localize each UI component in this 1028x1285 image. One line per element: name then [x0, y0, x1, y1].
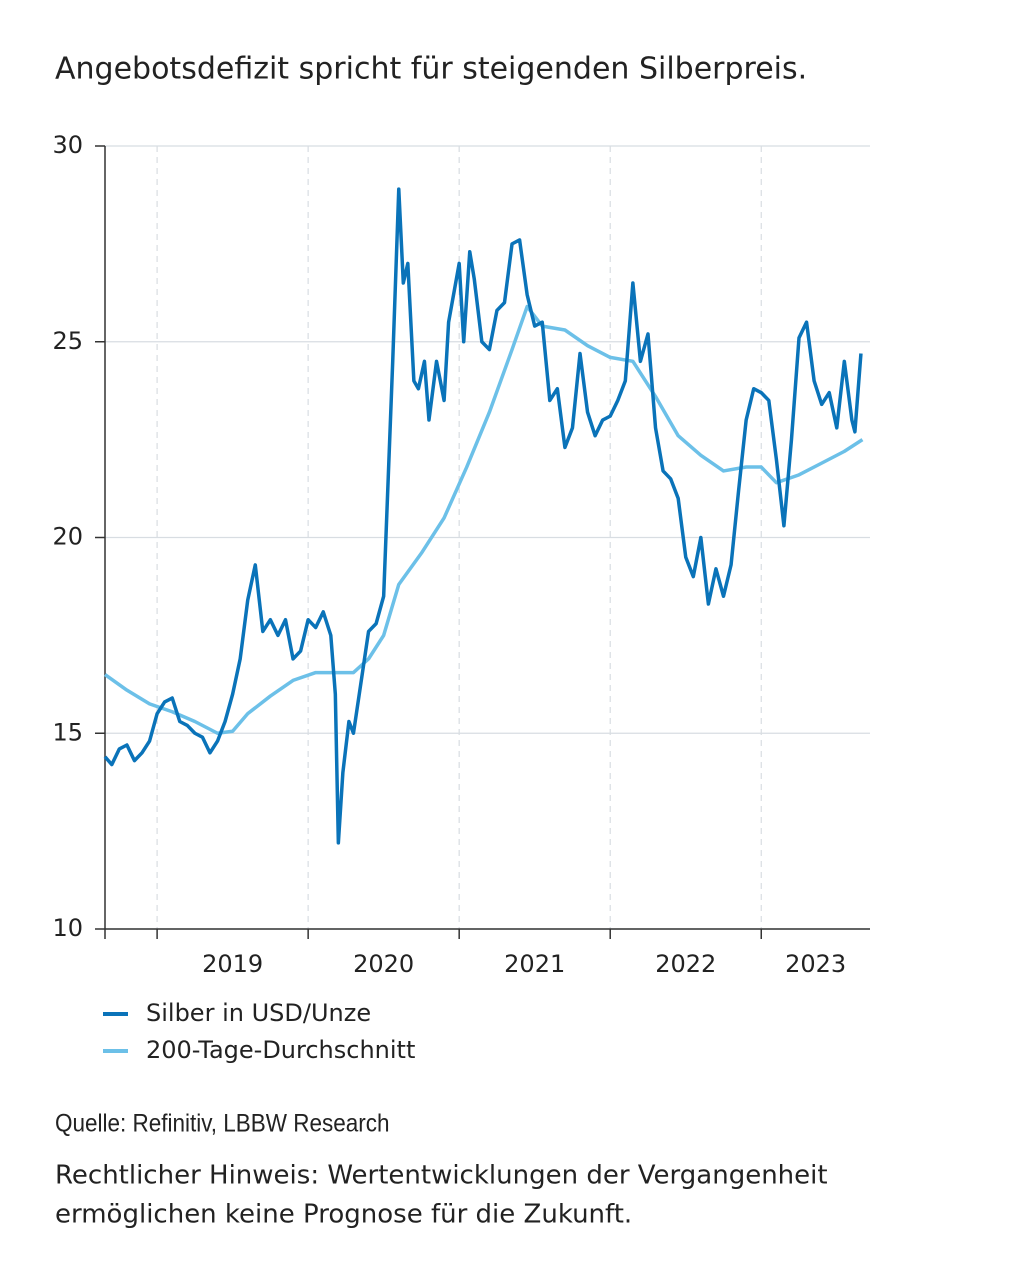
y-tick-label: 10 — [52, 914, 83, 942]
note-line: ermöglichen keine Prognose für die Zukun… — [55, 1200, 632, 1230]
x-tick-label: 2022 — [655, 950, 716, 978]
y-tick-label: 25 — [52, 327, 83, 355]
series-line — [103, 187, 863, 845]
x-tick-label: 2021 — [504, 950, 565, 978]
x-tick-label: 2019 — [202, 950, 263, 978]
chart-title: Angebotsdefizit spricht für steigenden S… — [55, 52, 807, 87]
legend-label: Silber in USD/Unze — [146, 999, 371, 1027]
y-tick-label: 20 — [52, 523, 83, 551]
legend-label: 200-Tage-Durchschnitt — [146, 1036, 415, 1064]
source: Quelle: Refinitiv, LBBW Research — [55, 1110, 389, 1138]
y-tick-label: 15 — [52, 718, 83, 746]
x-tick-label: 2020 — [353, 950, 414, 978]
series-line — [103, 304, 864, 735]
y-tick-label: 30 — [52, 131, 83, 159]
note-line: Rechtlicher Hinweis: Wertentwicklungen d… — [55, 1161, 828, 1191]
x-tick-label: 2023 — [785, 950, 846, 978]
